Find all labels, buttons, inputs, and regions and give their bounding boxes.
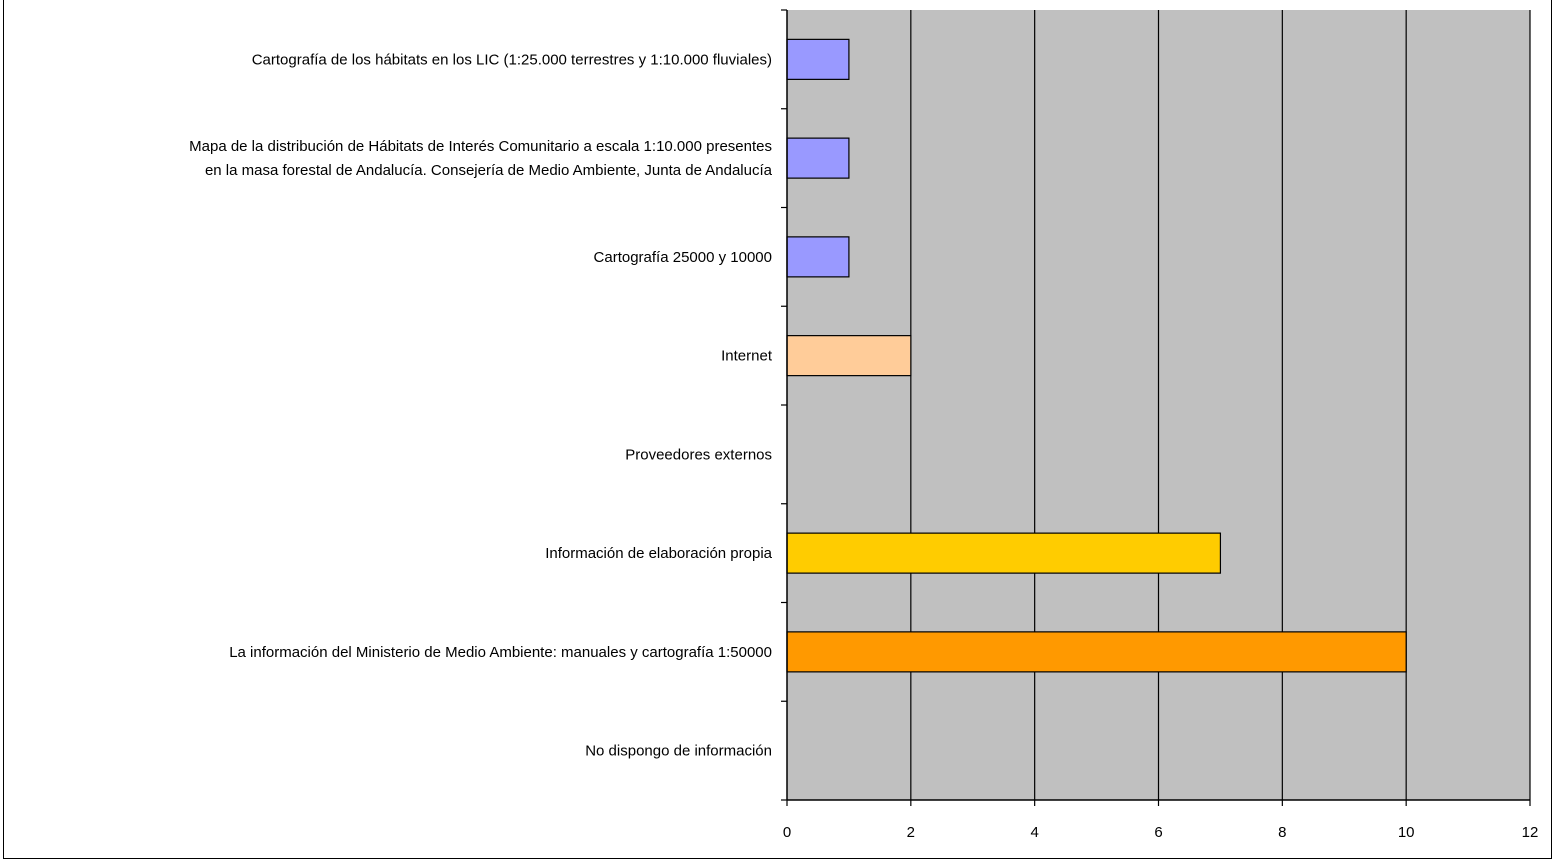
- bar: [786, 236, 850, 278]
- bar: [786, 38, 850, 80]
- bar: [786, 631, 1407, 673]
- x-tick-labels: 0 2 4 6 8 10 12: [783, 824, 1539, 841]
- bar: [786, 137, 850, 179]
- x-tick-label: 4: [1030, 824, 1038, 841]
- bar: [786, 335, 912, 377]
- axes: [781, 9, 1531, 806]
- category-label: Mapa de la distribución de Hábitats de I…: [189, 138, 772, 155]
- x-tick-label: 6: [1154, 824, 1162, 841]
- category-labels: Cartografía de los hábitats en los LIC (…: [189, 51, 773, 759]
- x-tick-label: 0: [783, 824, 791, 841]
- category-label: Cartografía 25000 y 10000: [594, 249, 772, 266]
- bars: [786, 38, 1407, 673]
- category-label: La información del Ministerio de Medio A…: [229, 644, 772, 661]
- category-label: Información de elaboración propia: [545, 545, 772, 562]
- x-tick-label: 10: [1398, 824, 1415, 841]
- chart-frame: [3, 0, 1552, 859]
- bar: [786, 532, 1222, 574]
- category-label: Internet: [721, 348, 773, 365]
- x-tick-label: 12: [1522, 824, 1539, 841]
- category-label: Cartografía de los hábitats en los LIC (…: [252, 51, 772, 68]
- category-label: en la masa forestal de Andalucía. Consej…: [205, 162, 773, 179]
- category-label: No dispongo de información: [585, 743, 772, 760]
- category-label: Proveedores externos: [625, 446, 772, 463]
- x-tick-label: 8: [1278, 824, 1286, 841]
- x-tick-label: 2: [907, 824, 915, 841]
